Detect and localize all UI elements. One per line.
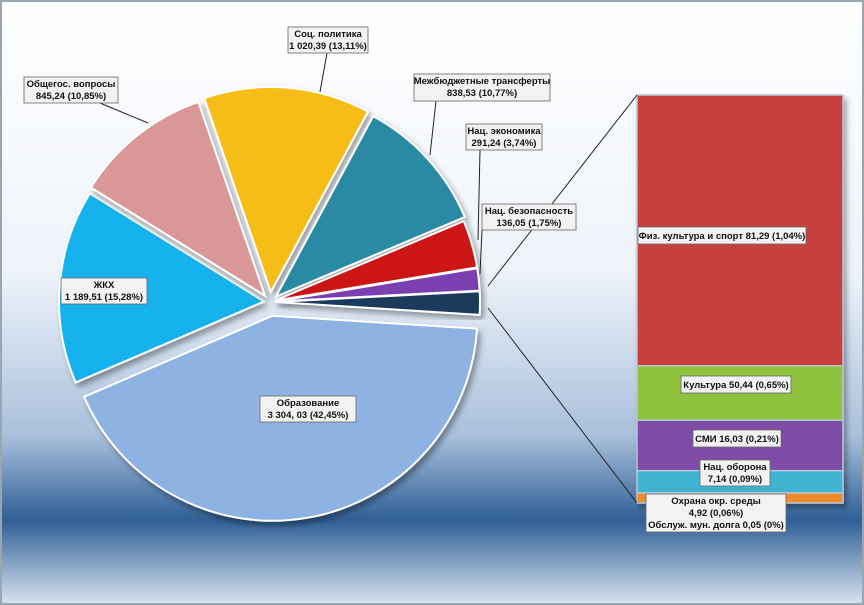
label-value: 4,92 (0,06%) — [689, 508, 743, 519]
label-box — [645, 493, 787, 533]
label-title: Культура 50,44 (0,65%) — [683, 380, 788, 391]
label-natsbezop: Нац. безопасность 136,05 (1,75%) — [481, 203, 577, 231]
label-box — [60, 277, 148, 305]
label-sots: Соц. политика 1 020,39 (13,11%) — [287, 26, 369, 54]
label-value: 838,53 (10,77%) — [447, 88, 517, 99]
label-value: 1 189,51 (15,28%) — [65, 292, 143, 303]
connector-lines — [99, 52, 638, 504]
pie-slice — [89, 100, 267, 299]
label-natsekon: Нац. экономика 291,24 (3,74%) — [465, 123, 543, 151]
label-okhrana: Охрана окр. среды 4,92 (0,06%) Обслуж. м… — [645, 493, 787, 533]
leader-sots — [319, 52, 328, 93]
label-box — [259, 395, 357, 423]
label-mezhbyudzh: Межбюджетные трансферты 838,53 (10,77%) — [413, 73, 551, 102]
label-value: 3 304, 03 (42,45%) — [268, 410, 349, 421]
label-obrazovanie: Образование 3 304, 03 (42,45%) — [259, 395, 357, 423]
label-title: Охрана окр. среды — [671, 496, 761, 507]
connector-top — [487, 94, 638, 287]
label-box — [637, 226, 807, 245]
label-title: ЖКХ — [93, 280, 115, 291]
pie-slice — [58, 191, 267, 384]
label-title: Нац. оборона — [703, 462, 767, 473]
label-value: 136,05 (1,75%) — [497, 218, 562, 229]
pie-slice — [274, 290, 481, 316]
label-value: 845,24 (10,85%) — [36, 91, 106, 102]
label-fizkult: Физ. культура и спорт 81,29 (1,04%) — [637, 226, 807, 245]
label-title: Образование — [277, 398, 340, 409]
label-extra: Обслуж. мун. долга 0,05 (0%) — [648, 520, 784, 531]
pie-slice — [273, 114, 467, 299]
label-box — [680, 375, 792, 394]
label-zhkh: ЖКХ 1 189,51 (15,28%) — [60, 277, 148, 305]
leader-natsekon — [477, 149, 481, 241]
leader-obshchegos — [99, 102, 149, 124]
label-title: СМИ 16,03 (0,21%) — [695, 434, 779, 445]
label-value: 291,24 (3,74%) — [472, 138, 537, 149]
label-value: 1 020,39 (13,11%) — [289, 41, 367, 52]
label-title: Межбюджетные трансферты — [414, 76, 551, 87]
label-box — [465, 123, 543, 151]
label-value: 7,14 (0,09%) — [708, 474, 762, 485]
label-title: Физ. культура и спорт 81,29 (1,04%) — [639, 231, 806, 242]
leader-mezhbyudzh — [429, 100, 437, 156]
label-box — [699, 459, 771, 487]
connector-bottom — [487, 307, 638, 504]
label-box — [413, 73, 551, 102]
label-box — [481, 203, 577, 231]
label-box — [287, 26, 369, 54]
label-title: Нац. экономика — [467, 126, 541, 137]
pie-slice — [202, 86, 370, 295]
label-title: Общегос. вопросы — [27, 79, 116, 90]
leader-natsbezop — [479, 229, 483, 275]
label-title: Нац. безопасность — [485, 206, 573, 217]
label-natsoborona: Нац. оборона 7,14 (0,09%) — [699, 459, 771, 487]
label-box — [23, 76, 119, 104]
label-obshchegos: Общегос. вопросы 845,24 (10,85%) — [23, 76, 119, 104]
label-kultura: Культура 50,44 (0,65%) — [680, 375, 792, 394]
label-title: Соц. политика — [294, 29, 362, 40]
label-box — [692, 429, 782, 448]
label-smi: СМИ 16,03 (0,21%) — [692, 429, 782, 448]
